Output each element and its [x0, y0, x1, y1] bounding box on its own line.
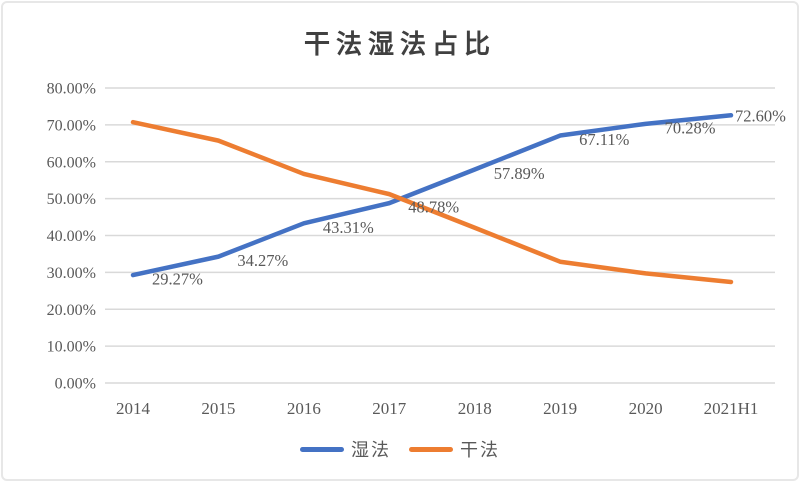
svg-text:29.27%: 29.27% [152, 270, 203, 289]
svg-text:2017: 2017 [372, 399, 407, 418]
svg-text:70.00%: 70.00% [47, 117, 96, 134]
svg-text:60.00%: 60.00% [47, 154, 96, 171]
dry-line-swatch [409, 446, 453, 452]
svg-text:43.31%: 43.31% [323, 218, 374, 237]
svg-text:2014: 2014 [116, 399, 151, 418]
svg-text:72.60%: 72.60% [735, 106, 786, 125]
svg-text:2015: 2015 [201, 399, 235, 418]
svg-text:2016: 2016 [287, 399, 321, 418]
svg-text:80.00%: 80.00% [47, 81, 96, 98]
svg-text:48.78%: 48.78% [408, 198, 459, 217]
svg-text:40.00%: 40.00% [47, 228, 96, 245]
svg-text:70.28%: 70.28% [665, 118, 716, 137]
svg-text:34.27%: 34.27% [237, 251, 288, 270]
svg-text:10.00%: 10.00% [47, 339, 96, 356]
svg-text:30.00%: 30.00% [47, 265, 96, 282]
svg-text:2019: 2019 [543, 399, 577, 418]
chart-title: 干法湿法占比 [303, 30, 496, 59]
legend-item-dry: 干法 [409, 436, 500, 462]
svg-text:50.00%: 50.00% [47, 191, 96, 208]
svg-text:2020: 2020 [629, 399, 663, 418]
svg-text:20.00%: 20.00% [47, 302, 96, 319]
svg-text:57.89%: 57.89% [494, 164, 545, 183]
legend-item-wet: 湿法 [300, 436, 391, 462]
svg-text:2018: 2018 [458, 399, 492, 418]
legend-label-dry: 干法 [460, 440, 500, 460]
wet-line-swatch [300, 446, 344, 452]
chart-legend: 湿法 干法 [0, 438, 800, 460]
svg-text:0.00%: 0.00% [55, 376, 96, 393]
legend-label-wet: 湿法 [351, 440, 391, 460]
svg-text:2021H1: 2021H1 [704, 399, 759, 418]
svg-text:67.11%: 67.11% [579, 130, 630, 149]
